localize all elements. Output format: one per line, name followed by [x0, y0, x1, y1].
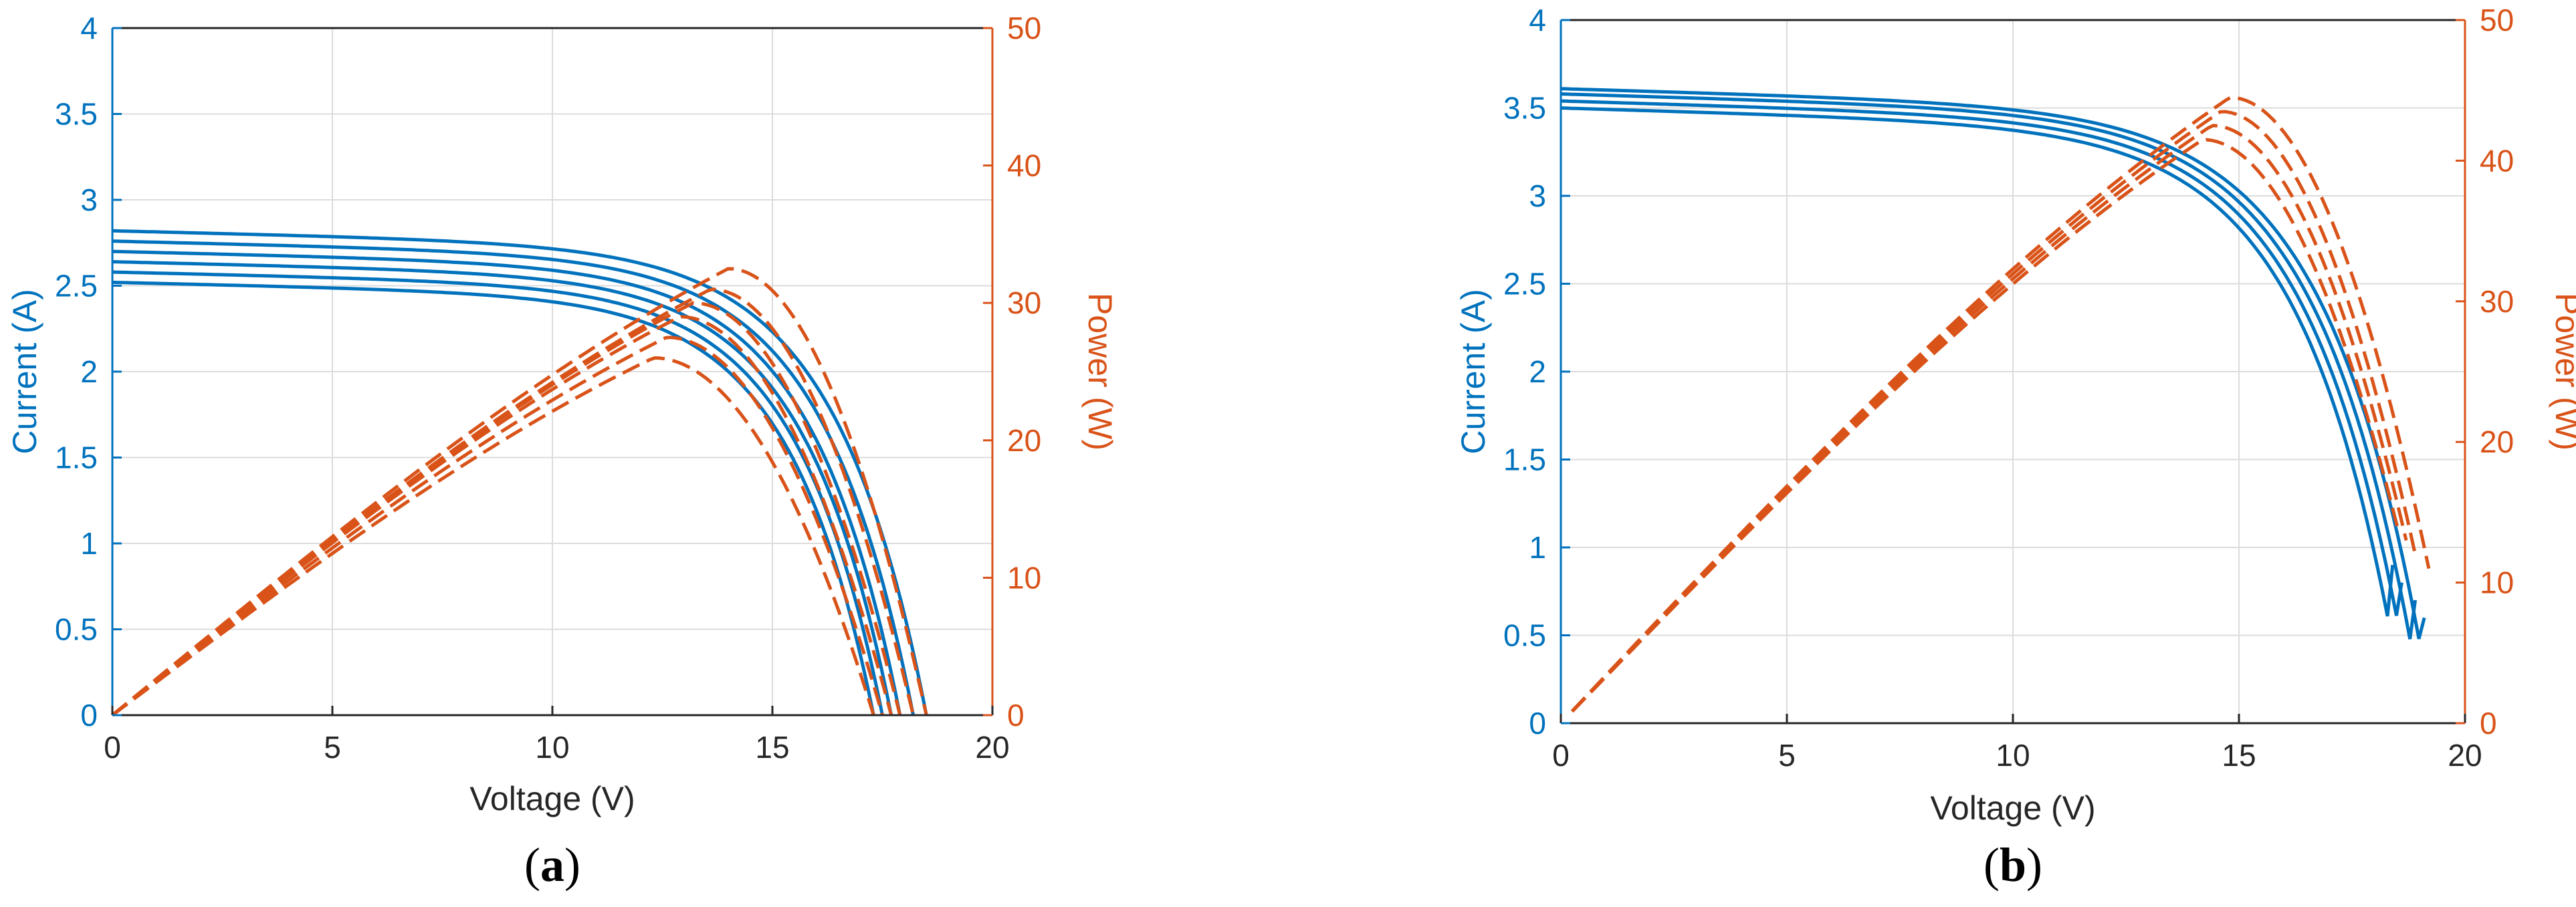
panel-a-x-axis-title: Voltage (V) [469, 780, 635, 817]
current-curve-series-1 [112, 270, 884, 716]
x-tick-label: 0 [1552, 738, 1570, 773]
y2-tick-label: 10 [2480, 565, 2514, 600]
panel-a-y-axis-title: Current (A) [6, 289, 43, 454]
y-tick-label: 2.5 [1503, 267, 1546, 301]
y-tick-label: 2 [80, 354, 98, 389]
y-tick-label: 4 [80, 11, 98, 45]
y-tick-label: 0.5 [55, 612, 98, 647]
y-tick-label: 2.5 [55, 269, 98, 303]
y-tick-label: 0 [1529, 706, 1546, 741]
panel-a-letter: a [540, 838, 564, 892]
y2-tick-label: 0 [2480, 706, 2497, 741]
current-curve-series-2 [112, 260, 893, 716]
y-tick-label: 3 [80, 182, 98, 217]
y-tick-label: 0 [80, 698, 98, 733]
y-tick-label: 1 [1529, 530, 1546, 565]
y2-tick-label: 0 [1007, 698, 1025, 733]
y2-tick-label: 30 [2480, 284, 2514, 319]
power-curve-series-7 [1571, 96, 2431, 712]
panel-a-label: (a) [524, 838, 580, 892]
x-tick-label: 10 [535, 730, 569, 765]
panel-a-y2-axis-title: Power (W) [1081, 293, 1119, 450]
x-tick-label: 0 [104, 730, 121, 765]
y2-tick-label: 40 [1007, 148, 1041, 183]
panel-b-letter: b [2000, 838, 2026, 892]
power-curve-series-6 [111, 356, 875, 717]
y2-tick-label: 20 [1007, 423, 1041, 458]
panel-b-x-axis-title: Voltage (V) [1930, 789, 2095, 827]
panel-b-y2-axis-title: Power (W) [2549, 293, 2576, 450]
x-tick-label: 10 [1996, 738, 2030, 773]
current-curve-series-0 [112, 280, 875, 716]
y2-tick-label: 20 [2480, 424, 2514, 459]
y-tick-label: 1.5 [55, 440, 98, 475]
panel-b-curves [1560, 87, 2431, 713]
y-tick-label: 4 [1529, 3, 1546, 37]
y2-tick-label: 30 [1007, 285, 1041, 320]
x-tick-label: 20 [2448, 738, 2482, 773]
x-tick-label: 15 [755, 730, 789, 765]
current-curve-series-0 [1560, 106, 2395, 617]
current-curve-series-1 [1560, 99, 2403, 616]
panel-b-y-axis-title: Current (A) [1455, 289, 1492, 454]
x-tick-label: 20 [975, 730, 1009, 765]
y-tick-label: 3.5 [55, 97, 98, 132]
power-curve-series-11 [111, 267, 928, 717]
x-tick-label: 5 [324, 730, 341, 765]
y-tick-label: 3.5 [1503, 91, 1546, 126]
current-curve-series-5 [112, 229, 928, 716]
power-curve-series-7 [111, 336, 884, 717]
panel-b-label: (b) [1983, 838, 2042, 892]
y2-tick-label: 40 [2480, 143, 2514, 178]
y-tick-label: 1 [80, 526, 98, 561]
current-curve-series-3 [1560, 87, 2426, 640]
panel-a-curves [111, 229, 928, 717]
y2-tick-label: 10 [1007, 560, 1041, 595]
y-tick-label: 2 [1529, 354, 1546, 389]
x-tick-label: 15 [2222, 738, 2256, 773]
y-tick-label: 0.5 [1503, 618, 1546, 653]
y2-tick-label: 50 [1007, 11, 1041, 45]
current-curve-series-3 [112, 249, 902, 716]
current-curve-series-4 [112, 239, 916, 716]
y2-tick-label: 50 [2480, 3, 2514, 37]
y-tick-label: 1.5 [1503, 442, 1546, 477]
current-curve-series-2 [1560, 92, 2418, 640]
x-tick-label: 5 [1778, 738, 1796, 773]
y-tick-label: 3 [1529, 178, 1546, 213]
